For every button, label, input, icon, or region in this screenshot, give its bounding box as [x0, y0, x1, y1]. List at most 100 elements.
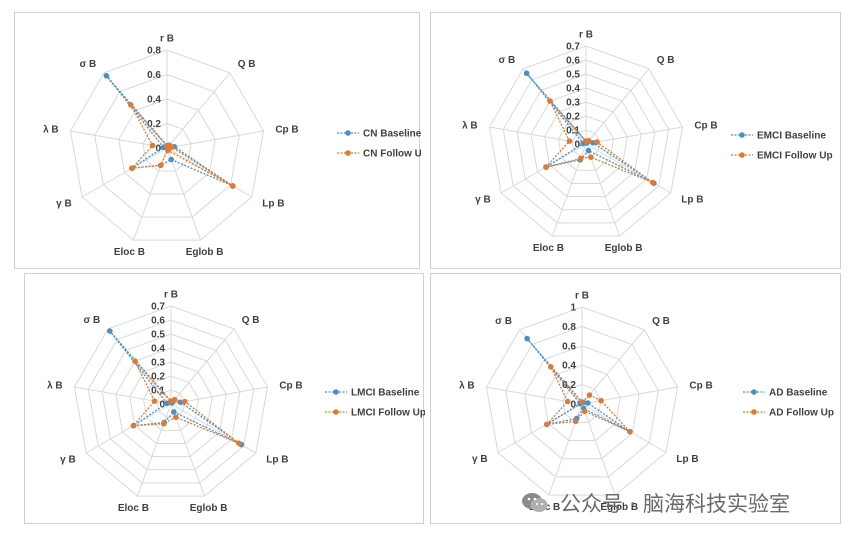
grid-ring	[562, 384, 602, 423]
axis-label: Lp B	[676, 454, 698, 465]
legend-marker	[739, 132, 745, 138]
grid-ring	[524, 345, 640, 460]
tick-label: 0.6	[566, 56, 580, 67]
axis-label: Eloc B	[114, 247, 145, 258]
axis-spoke	[85, 403, 172, 454]
tick-label: 0.7	[151, 302, 165, 313]
legend-label: CN Follow Up	[363, 149, 421, 160]
axis-spoke	[166, 147, 253, 198]
data-point	[236, 440, 242, 446]
chart-panel-cn: 0 0.2 0.4 0.6 0.8 r B Q B Cp B Lp B Eglob B Eloc B…	[14, 12, 421, 269]
axis-label: Eglob B	[190, 503, 228, 514]
axis-spoke	[166, 72, 231, 149]
data-point	[581, 408, 588, 415]
axis-label: λ B	[43, 124, 59, 135]
tick-label: 0.5	[151, 330, 165, 341]
data-point	[168, 156, 174, 163]
axis-label: Eglob B	[600, 502, 638, 513]
data-point	[523, 70, 530, 77]
chart-panel-emci: 0 0.1 0.2 0.3 0.4 0.5 0.6 0.7 r B Q B Cp B Lp B Eglo…	[430, 12, 841, 269]
axis-label: σ B	[79, 59, 96, 70]
axis-label: Cp B	[694, 120, 717, 131]
tick-label: 0.2	[566, 112, 580, 123]
tick-label: 0.3	[151, 358, 165, 369]
tick-label: 0.3	[566, 98, 580, 109]
watermark-text: 公众号 · 脑海科技实验室	[560, 492, 791, 516]
grid-ring	[488, 45, 684, 237]
data-point	[149, 142, 156, 149]
grid-ring	[115, 347, 227, 458]
tick-label: 0.2	[147, 119, 161, 130]
axis-label: Q B	[657, 55, 675, 66]
grid-ring	[516, 73, 656, 211]
grid-ring	[69, 49, 265, 241]
radar-chart-lmci: 0 0.1 0.2 0.3 0.4 0.5 0.6 0.7r B Q B Cp B Lp B Eglo…	[47, 290, 425, 514]
legend-marker	[345, 130, 351, 136]
tick-label: 0.4	[566, 84, 580, 95]
legend-marker	[739, 152, 745, 158]
data-point	[564, 398, 571, 405]
watermark: 公众号 · 脑海科技实验室	[520, 485, 850, 521]
axis-label: Eloc B	[533, 243, 564, 254]
data-point	[161, 420, 167, 427]
data-point	[577, 155, 584, 162]
data-point	[172, 414, 179, 420]
tick-label: 0	[155, 144, 161, 155]
tick-label: 0.8	[147, 46, 161, 57]
axis-label: σ B	[498, 55, 515, 66]
data-point	[594, 139, 600, 145]
radar-chart-emci: 0 0.1 0.2 0.3 0.4 0.5 0.6 0.7r B Q B Cp B Lp B Eglo…	[462, 30, 832, 254]
tick-label: 0.6	[562, 341, 576, 352]
series-line	[109, 330, 242, 446]
data-point	[524, 335, 530, 342]
tick-label: 0.5	[566, 70, 580, 81]
grid-ring	[544, 101, 628, 184]
axis-spoke	[166, 147, 201, 241]
data-point	[543, 421, 550, 428]
data-point	[103, 72, 110, 79]
axis-label: Lp B	[262, 199, 284, 210]
tick-label: 0	[574, 140, 580, 151]
axis-label: Q B	[652, 316, 670, 327]
data-point	[579, 399, 585, 405]
axis-spoke	[581, 403, 616, 496]
data-point	[566, 138, 573, 144]
grid-ring	[502, 59, 670, 224]
data-point	[598, 397, 604, 404]
data-point	[547, 98, 553, 104]
data-point	[151, 398, 158, 404]
tick-label: 0.1	[566, 126, 580, 137]
grid-ring	[142, 375, 200, 431]
data-point	[572, 418, 579, 425]
data-point	[165, 147, 171, 154]
tick-label: 0	[570, 400, 576, 411]
data-point	[627, 428, 633, 435]
axis-spoke	[166, 130, 264, 149]
data-point	[584, 400, 591, 406]
data-point	[585, 147, 592, 154]
legend-label: AD Follow Up	[769, 408, 834, 419]
grid-ring	[87, 319, 255, 484]
wechat-icon	[522, 493, 548, 512]
tick-label: 0.1	[151, 386, 165, 397]
legend-label: AD Baseline	[769, 388, 828, 399]
axis-label: Cp B	[689, 381, 712, 392]
data-point	[229, 183, 236, 189]
data-point	[127, 102, 134, 108]
data-point	[543, 164, 549, 170]
axis-label: Q B	[238, 59, 256, 70]
axis-spoke	[81, 147, 168, 198]
axis-label: r B	[160, 34, 174, 45]
axis-label: σ B	[83, 315, 100, 326]
grid-ring	[73, 305, 269, 497]
grid-ring	[557, 115, 615, 171]
axis-label: r B	[579, 30, 593, 41]
data-point	[649, 179, 656, 186]
legend-label: LMCI Baseline	[351, 388, 420, 399]
legend-label: EMCI Baseline	[757, 131, 826, 142]
tick-label: 0.2	[562, 380, 576, 391]
legend-marker	[751, 389, 757, 395]
tick-label: 0.6	[151, 316, 165, 327]
tick-label: 0.2	[151, 372, 165, 383]
axis-spoke	[585, 126, 683, 145]
